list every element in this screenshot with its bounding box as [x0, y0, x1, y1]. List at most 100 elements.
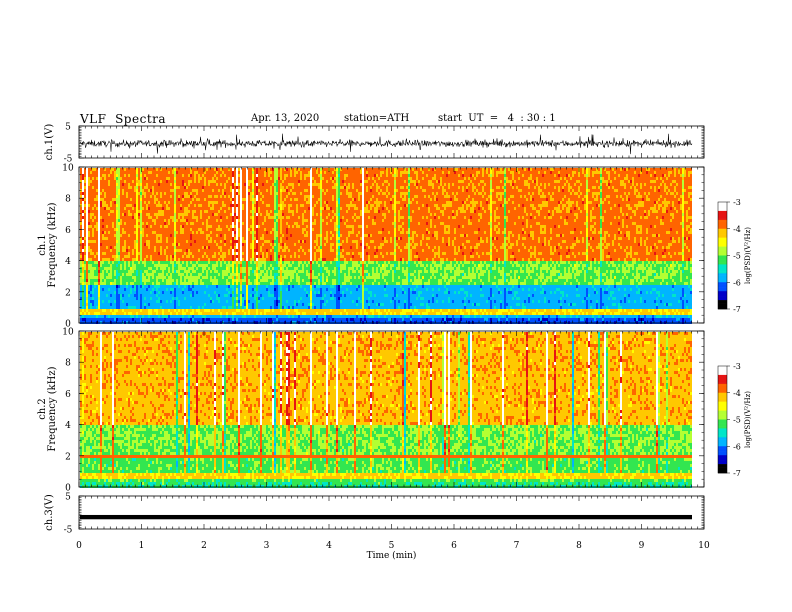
spectro-cell [240, 228, 242, 231]
spectro-cell [218, 303, 220, 306]
spectro-cell [264, 192, 266, 195]
spectro-cell [266, 288, 268, 291]
spectro-cell [152, 249, 154, 252]
spectro-cell [144, 291, 146, 294]
spectro-cell [80, 216, 82, 219]
spectro-cell [204, 303, 206, 306]
spectro-cell [142, 312, 144, 315]
spectro-cell [224, 207, 226, 210]
spectro-cell [264, 276, 266, 279]
spectro-cell [134, 219, 136, 222]
spectro-cell [182, 318, 184, 321]
spectro-cell [226, 168, 228, 171]
spectro-cell [218, 204, 220, 207]
spectro-cell [124, 264, 126, 267]
spectro-cell [160, 213, 162, 216]
spectro-cell [90, 291, 92, 294]
spectro-cell [260, 222, 262, 225]
spectro-cell [142, 279, 144, 282]
spectro-cell [150, 189, 152, 192]
spectro-cell [114, 231, 116, 234]
spectro-cell [188, 300, 190, 303]
spectro-cell [206, 234, 208, 237]
spectro-cell [166, 231, 168, 234]
spectro-cell [138, 288, 140, 291]
spectro-cell [244, 282, 246, 285]
spectro-cell [122, 225, 124, 228]
spectro-cell [86, 249, 88, 252]
spectro-cell [108, 183, 110, 186]
spectro-cell [242, 306, 244, 309]
spectro-cell [246, 264, 248, 267]
spectro-cell [258, 201, 260, 204]
spectro-cell [166, 228, 168, 231]
spectro-cell [106, 189, 108, 192]
spectro-cell [256, 273, 258, 276]
spectro-cell [112, 210, 114, 213]
spectro-cell [142, 246, 144, 249]
spectro-cell [204, 231, 206, 234]
spectro-cell [106, 273, 108, 276]
spectro-cell [250, 321, 252, 324]
spectro-cell [260, 234, 262, 237]
spectro-cell [246, 171, 248, 174]
spectro-cell [138, 303, 140, 306]
spectro-cell [186, 228, 188, 231]
spectro-cell [92, 300, 94, 303]
spectro-cell [236, 258, 238, 261]
spectro-cell [178, 192, 180, 195]
spectro-cell [166, 180, 168, 183]
spectro-cell [172, 240, 174, 243]
spectro-cell [100, 219, 102, 222]
spectro-cell [104, 312, 106, 315]
spectro-cell [212, 285, 214, 288]
spectro-cell [212, 192, 214, 195]
spectro-cell [262, 216, 264, 219]
spectro-cell [184, 231, 186, 234]
spectro-cell [218, 237, 220, 240]
spectro-cell [220, 189, 222, 192]
spectro-cell [118, 303, 120, 306]
spectro-cell [258, 252, 260, 255]
spectro-cell [136, 195, 138, 198]
spectro-cell [104, 255, 106, 258]
spectro-cell [208, 195, 210, 198]
spectro-cell [230, 216, 232, 219]
spectro-cell [218, 177, 220, 180]
spectro-cell [268, 243, 270, 246]
spectro-cell [268, 192, 270, 195]
spectro-cell [266, 228, 268, 231]
spectro-cell [216, 210, 218, 213]
spectro-cell [134, 198, 136, 201]
spectro-cell [98, 252, 100, 255]
spectro-cell [122, 291, 124, 294]
spectro-cell [148, 219, 150, 222]
spectro-cell [168, 261, 170, 264]
spectro-cell [186, 255, 188, 258]
spectro-cell [106, 192, 108, 195]
spectro-cell [258, 225, 260, 228]
spectro-cell [248, 270, 250, 273]
spectro-cell [86, 285, 88, 288]
spectro-cell [118, 183, 120, 186]
spectro-cell [194, 258, 196, 261]
spectro-cell [218, 285, 220, 288]
spectro-cell [84, 174, 86, 177]
spectro-cell [170, 309, 172, 312]
spectro-cell [126, 303, 128, 306]
spectro-cell [126, 285, 128, 288]
spectro-cell [258, 309, 260, 312]
spectro-cell [230, 270, 232, 273]
spectro-cell [102, 174, 104, 177]
spectro-cell [250, 174, 252, 177]
spectro-cell [214, 243, 216, 246]
spectro-cell [222, 261, 224, 264]
spectro-cell [226, 216, 228, 219]
spectro-cell [144, 219, 146, 222]
spectro-cell [136, 198, 138, 201]
spectro-cell [164, 240, 166, 243]
spectro-cell [102, 291, 104, 294]
spectro-cell [196, 297, 198, 300]
spectro-cell [166, 174, 168, 177]
spectro-cell [198, 201, 200, 204]
